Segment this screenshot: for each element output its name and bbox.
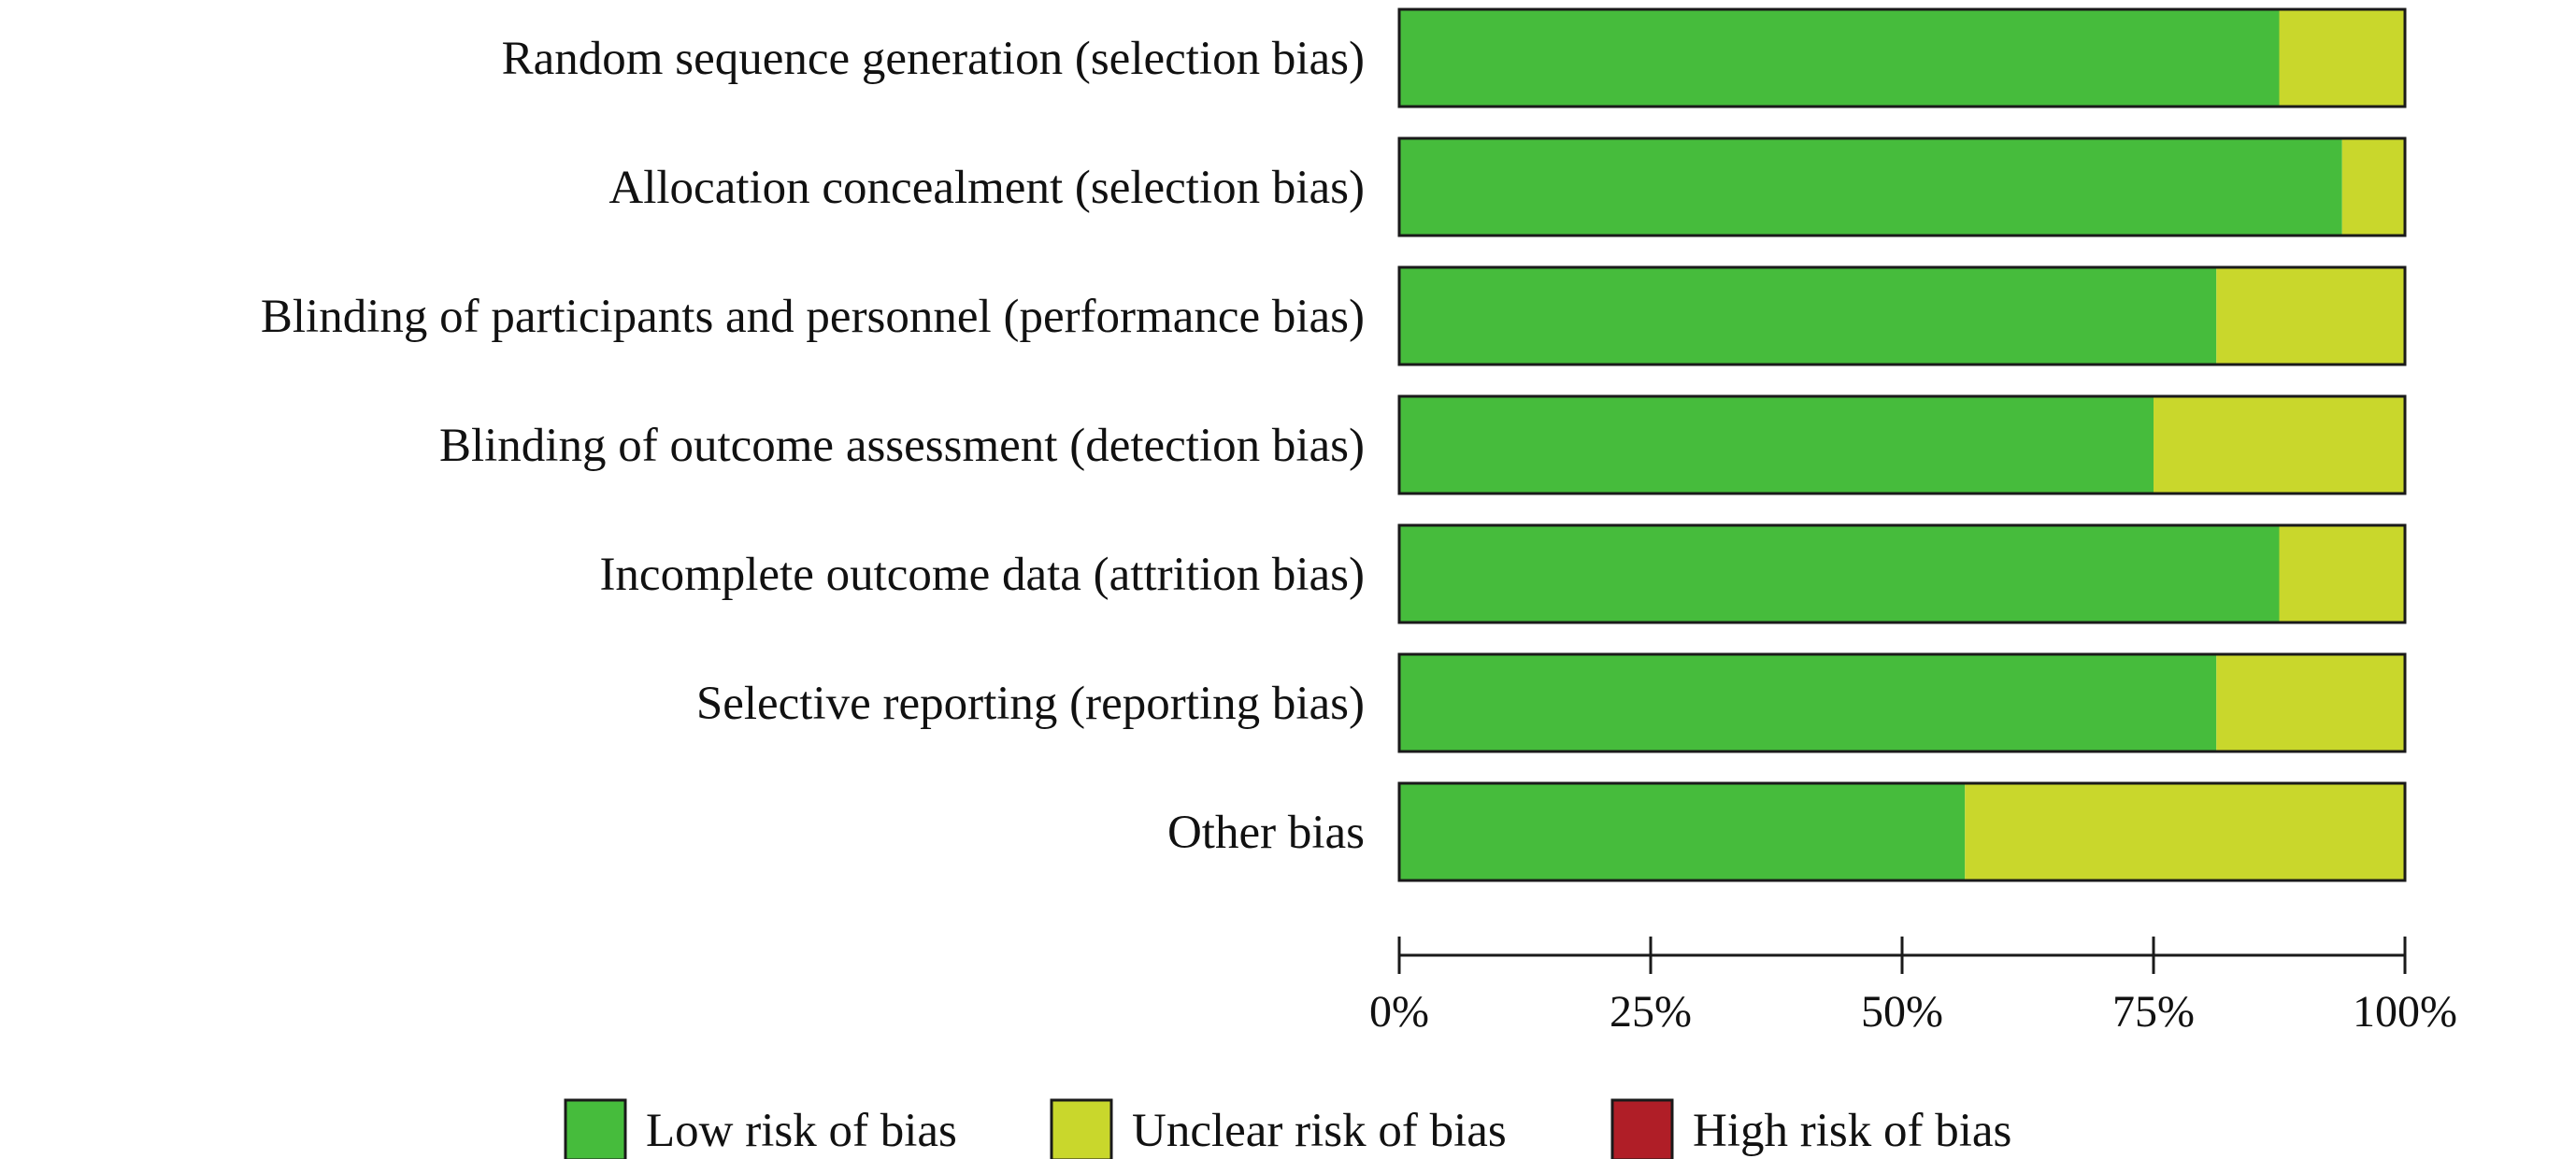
row-label: Random sequence generation (selection bi… [502, 33, 1365, 85]
bar-outline [1397, 394, 2407, 495]
legend-label-unclear-risk-of-bias: Unclear risk of bias [1132, 1105, 1507, 1157]
legend-swatch-high-risk-of-bias [1610, 1098, 1674, 1159]
bar-outline [1397, 136, 2407, 237]
legend-label-low-risk-of-bias: Low risk of bias [646, 1105, 957, 1157]
x-tick-label: 100% [2353, 987, 2457, 1037]
row-label: Other bias [1167, 807, 1365, 859]
legend-swatch-low-risk-of-bias [564, 1098, 627, 1159]
legend-label-high-risk-of-bias: High risk of bias [1693, 1105, 2011, 1157]
row-label: Blinding of participants and personnel (… [261, 291, 1365, 343]
bar-segment-low-risk-of-bias [1399, 783, 1966, 880]
bar-segment-unclear-risk-of-bias [1965, 783, 2405, 880]
bar-segment-low-risk-of-bias [1399, 525, 2280, 622]
x-axis: 0% 25% 50% 75% 100% [1369, 937, 2457, 1037]
x-tick-label: 0% [1369, 987, 1429, 1037]
x-tick-label: 25% [1610, 987, 1692, 1037]
bar-outline [1397, 265, 2407, 366]
bar-segment-unclear-risk-of-bias [2341, 138, 2405, 236]
row-label: Blinding of outcome assessment (detectio… [439, 420, 1365, 472]
bar-outline [1397, 652, 2407, 753]
bar-outline [1397, 7, 2407, 108]
x-tick-label: 75% [2112, 987, 2195, 1037]
bar-outline [1397, 523, 2407, 624]
bar-outline [1397, 781, 2407, 882]
bar-segment-unclear-risk-of-bias [2216, 267, 2405, 365]
row-label: Allocation concealment (selection bias) [608, 162, 1365, 214]
bar-segment-unclear-risk-of-bias [2216, 654, 2405, 751]
bar-segment-unclear-risk-of-bias [2279, 525, 2405, 622]
bar-segment-low-risk-of-bias [1399, 396, 2154, 494]
legend-swatch-unclear-risk-of-bias [1050, 1098, 1113, 1159]
row-label: Selective reporting (reporting bias) [696, 678, 1365, 730]
legend: Low risk of bias Unclear risk of bias High… [564, 1098, 2011, 1159]
row-label: Incomplete outcome data (attrition bias) [599, 549, 1365, 601]
bar-segment-low-risk-of-bias [1399, 138, 2342, 236]
bar-segment-unclear-risk-of-bias [2279, 9, 2405, 107]
bar-rows: Random sequence generation (selection bi… [261, 7, 2407, 882]
bar-segment-low-risk-of-bias [1399, 267, 2217, 365]
bar-segment-unclear-risk-of-bias [2154, 396, 2405, 494]
bar-segment-low-risk-of-bias [1399, 654, 2217, 751]
x-tick-label: 50% [1861, 987, 1943, 1037]
bar-segment-low-risk-of-bias [1399, 9, 2280, 107]
